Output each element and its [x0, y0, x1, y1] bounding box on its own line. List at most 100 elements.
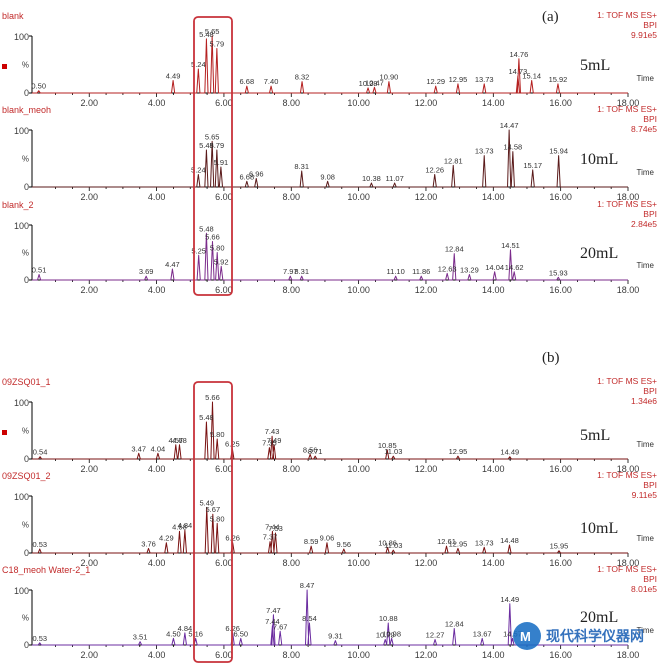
peak-label: 5.67	[206, 505, 221, 514]
volume-label: 20mL	[580, 245, 618, 262]
peak-label: 12.95	[449, 447, 468, 456]
sample-label: C18_meoh Water-2_1	[2, 565, 90, 575]
peak-label: 6.68	[240, 77, 255, 86]
header-line: 1: TOF MS ES+	[597, 104, 657, 114]
peak-label: 12.61	[437, 537, 456, 546]
peak-label: 11.86	[412, 267, 430, 276]
x-tick-label: 18.00	[617, 464, 640, 474]
peak-label: 13.73	[475, 538, 494, 547]
peak-label: 10.28	[359, 79, 378, 88]
peak-label: 4.57	[168, 436, 183, 445]
peak-label: 12.29	[426, 77, 445, 86]
peak-label: 9.08	[320, 172, 335, 181]
peak-label: 0.53	[32, 634, 47, 643]
highlight-box-panel-a	[193, 16, 233, 296]
y-unit-label: %	[22, 427, 29, 436]
peak-label: 5.25	[191, 246, 206, 255]
peak-label: 5.48	[199, 141, 214, 150]
peak-label: 3.47	[131, 444, 146, 453]
chromatogram-traces: 100% 0 2.00 4.00 6.00 8.00 10.00 12.00 14.00 16.0…	[2, 10, 657, 660]
peak-label: 12.26	[425, 165, 444, 174]
peak-label: 7.43	[265, 427, 280, 436]
header-line: 1: TOF MS ES+	[597, 470, 657, 480]
peak-label: 6.96	[249, 169, 264, 178]
watermark-text: 现代科学仪器网	[546, 628, 644, 644]
x-tick-label: 16.00	[549, 558, 572, 568]
peak-label: 14.48	[500, 536, 519, 545]
x-tick-label: 8.00	[283, 285, 301, 295]
y-tick-label-max: 100	[14, 586, 29, 596]
peak-label: 4.29	[159, 534, 174, 543]
peak-label: 4.84	[178, 521, 193, 530]
peak-label: 4.47	[165, 260, 180, 269]
x-tick-label: 12.00	[415, 558, 438, 568]
peak-label: 10.88	[379, 614, 398, 623]
x-tick-label: 8.00	[283, 464, 301, 474]
peak-label: 15.14	[522, 71, 541, 80]
x-tick-label: 6.00	[215, 558, 233, 568]
x-tick-label: 2.00	[80, 192, 98, 202]
peak-label: 5.65	[205, 27, 220, 36]
time-axis-label: Time	[637, 440, 655, 449]
peak-label: 7.49	[267, 436, 282, 445]
sample-label: 09ZSQ01_2	[2, 471, 51, 481]
volume-label: 10mL	[580, 520, 618, 537]
x-tick-label: 10.00	[347, 192, 370, 202]
y-tick-label-min: 0	[24, 640, 29, 650]
x-tick-label: 10.00	[347, 285, 370, 295]
x-tick-label: 16.00	[549, 285, 572, 295]
header-line: 1: TOF MS ES+	[597, 199, 657, 209]
peak-label: 0.50	[31, 82, 46, 91]
x-tick-label: 12.00	[415, 192, 438, 202]
peak-label: 15.93	[549, 268, 568, 277]
peak-label: 5.48	[199, 413, 214, 422]
watermark: M 现代科学仪器网	[513, 622, 644, 650]
peak-label: 15.92	[549, 75, 568, 84]
peak-label: 5.80	[210, 514, 225, 523]
x-tick-label: 6.00	[215, 464, 233, 474]
x-tick-label: 14.00	[482, 285, 505, 295]
peak-label: 15.95	[550, 542, 569, 551]
sample-label: blank	[2, 11, 24, 21]
x-tick-label: 12.00	[415, 98, 438, 108]
x-tick-label: 10.00	[347, 650, 370, 660]
peak-label: 10.85	[378, 441, 397, 450]
trace-panel: 100% 0 2.00 4.00 6.00 8.00 10.00 12.00 14.00 16.0…	[2, 10, 657, 108]
peak-label: 9.06	[320, 534, 335, 543]
x-tick-label: 6.00	[215, 98, 233, 108]
x-tick-label: 16.00	[549, 650, 572, 660]
peak-label: 12.95	[449, 539, 468, 548]
peak-label: 5.49	[199, 498, 214, 507]
sample-label: blank_2	[2, 200, 34, 210]
peak-label: 15.94	[549, 147, 568, 156]
peak-label: 5.24	[191, 60, 206, 69]
peak-label: 7.53	[268, 524, 283, 533]
y-unit-label: %	[22, 155, 29, 164]
time-axis-label: Time	[637, 626, 655, 635]
peak-label: 8.54	[302, 614, 317, 623]
time-axis-label: Time	[637, 74, 655, 83]
x-tick-label: 4.00	[148, 98, 166, 108]
header-line: 8.74e5	[631, 124, 657, 134]
y-tick-label-max: 100	[14, 492, 29, 502]
peak-label: 8.59	[304, 537, 319, 546]
peak-label: 7.37	[263, 533, 278, 542]
peak-label: 6.50	[233, 629, 248, 638]
highlight-box-panel-b	[193, 381, 233, 663]
peak-label: 5.65	[205, 132, 220, 141]
svg-text:M: M	[520, 629, 531, 644]
sample-label: blank_meoh	[2, 105, 51, 115]
peak-label: 12.84	[445, 620, 464, 629]
peak-label: 10.90	[380, 73, 399, 82]
peak-label: 14.51	[501, 241, 520, 250]
x-tick-label: 18.00	[617, 192, 640, 202]
x-tick-label: 18.00	[617, 98, 640, 108]
x-tick-label: 4.00	[148, 558, 166, 568]
trace-panel: 100% 0 2.00 4.00 6.00 8.00 10.00 12.00 14.00 16.0…	[2, 376, 657, 474]
peak-label: 8.31	[294, 267, 309, 276]
x-tick-label: 6.00	[215, 192, 233, 202]
y-tick-label-max: 100	[14, 126, 29, 136]
y-tick-label-min: 0	[24, 182, 29, 192]
peak-label: 13.29	[460, 266, 479, 275]
peak-label: 10.47	[365, 78, 384, 87]
